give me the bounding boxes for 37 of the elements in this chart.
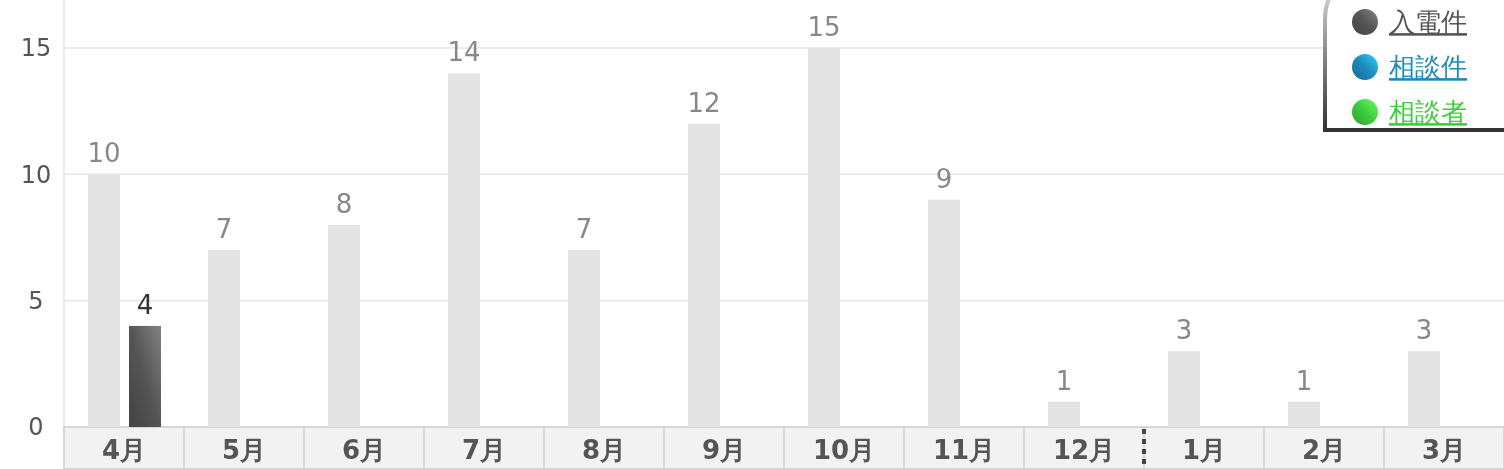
data-label: 1 — [1295, 365, 1313, 396]
legend-label: 相談者 — [1389, 97, 1467, 128]
data-label: 4 — [136, 289, 154, 320]
data-label: 12 — [687, 87, 721, 118]
x-tick-label: 8月 — [581, 435, 627, 465]
x-tick-label: 7月 — [461, 435, 507, 465]
x-tick-label: 10月 — [812, 435, 876, 465]
y-tick-label: 10 — [20, 160, 52, 189]
x-tick-label: 6月 — [341, 435, 387, 465]
data-label: 7 — [215, 214, 233, 245]
bar — [129, 325, 161, 427]
data-label: 8 — [335, 188, 353, 219]
y-tick-label: 0 — [28, 413, 44, 442]
y-tick-label: 15 — [20, 34, 52, 63]
bar — [1288, 401, 1320, 427]
x-tick-label: 5月 — [221, 435, 267, 465]
x-tick-label: 2月 — [1301, 435, 1347, 465]
data-label: 9 — [935, 163, 953, 194]
y-tick-label: 5 — [28, 287, 44, 316]
data-label: 1 — [1055, 365, 1073, 396]
x-tick-label: 4月 — [101, 435, 147, 465]
legend-label: 入電件 — [1389, 7, 1467, 38]
x-tick-label: 3月 — [1421, 435, 1467, 465]
data-label: 7 — [575, 214, 593, 245]
x-tick-label: 9月 — [701, 435, 747, 465]
bar — [1408, 351, 1440, 427]
x-tick-label: 1月 — [1181, 435, 1227, 465]
data-label: 3 — [1415, 315, 1433, 346]
bar — [1048, 401, 1080, 427]
legend-label: 相談件 — [1389, 52, 1467, 83]
x-tick-label: 12月 — [1052, 435, 1116, 465]
data-label: 15 — [807, 12, 841, 43]
data-label: 10 — [87, 138, 121, 169]
data-label: 14 — [447, 37, 481, 68]
data-label: 3 — [1175, 315, 1193, 346]
bar — [1168, 351, 1200, 427]
x-tick-label: 11月 — [932, 435, 996, 465]
